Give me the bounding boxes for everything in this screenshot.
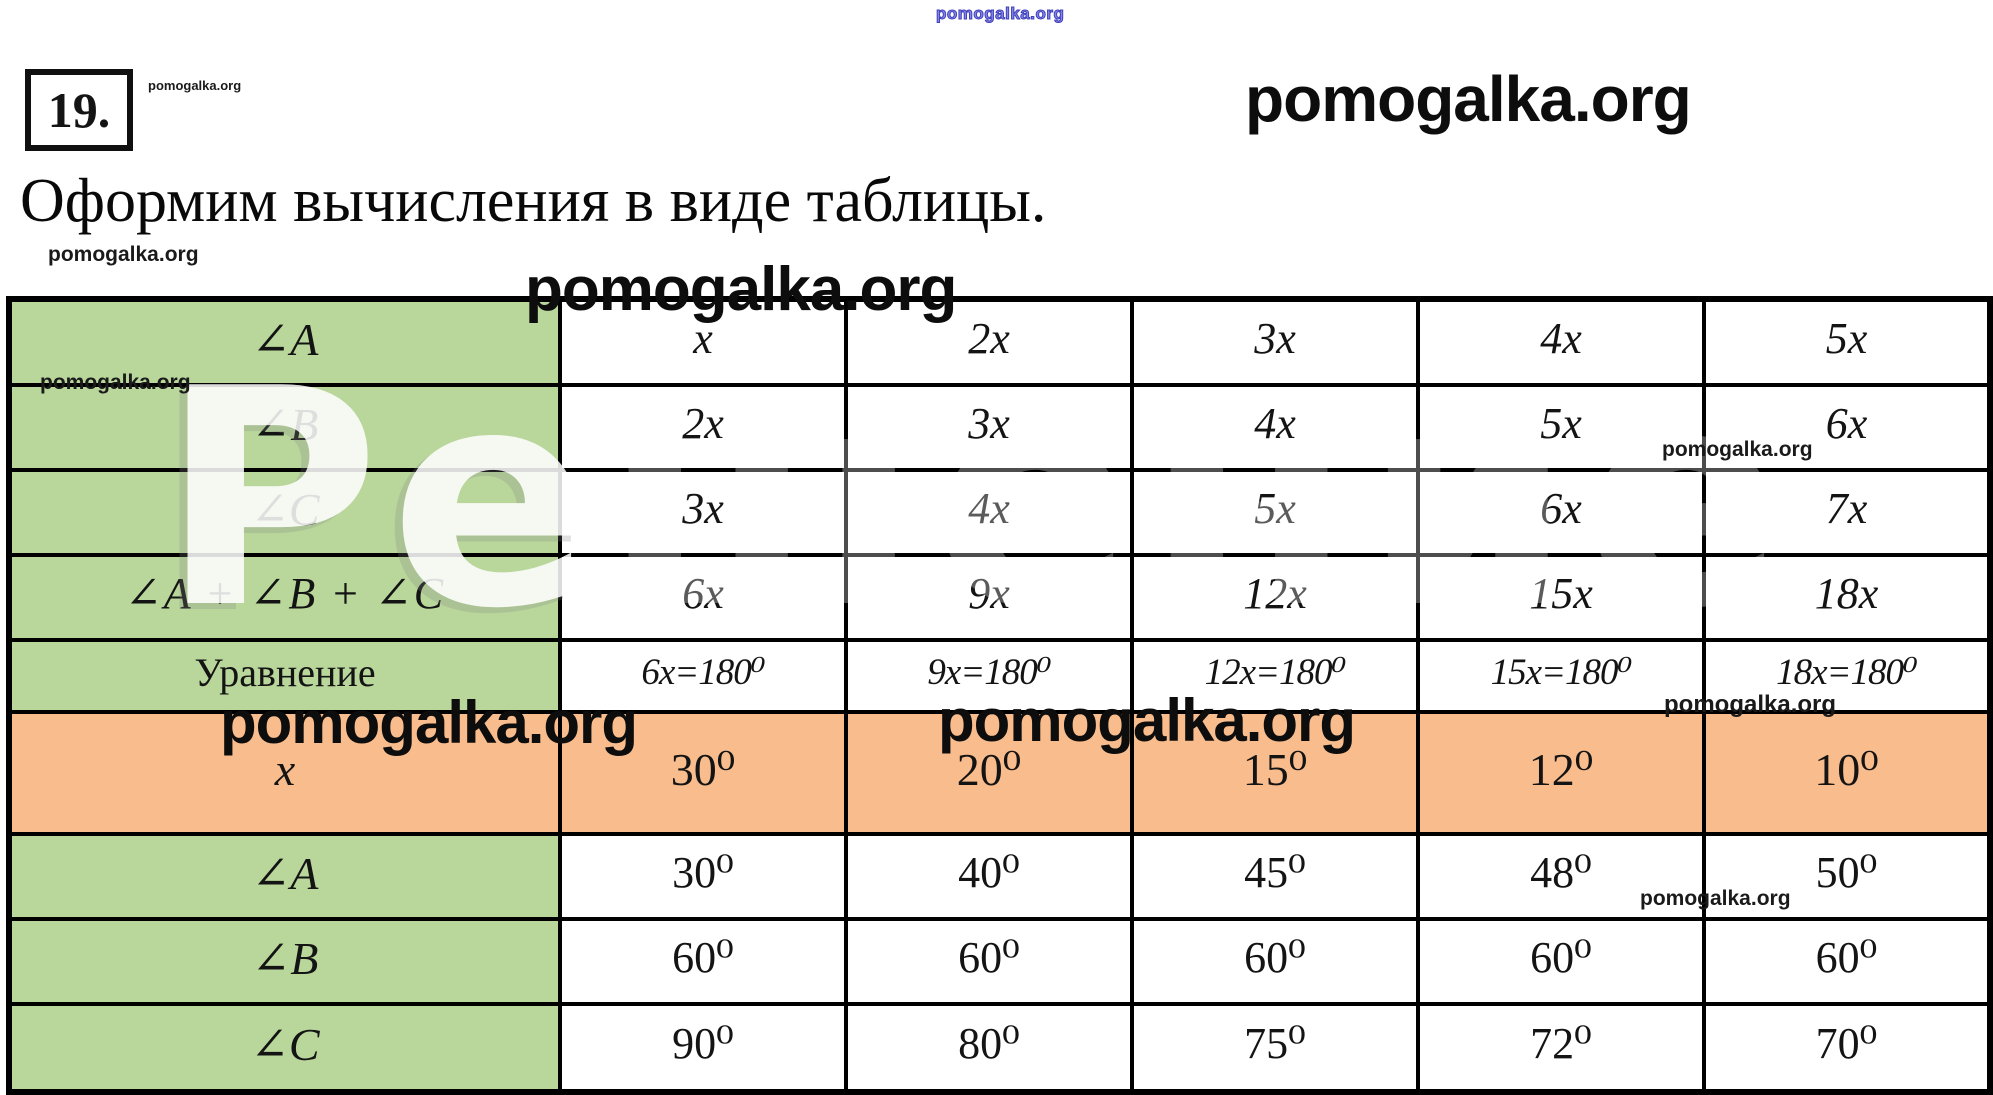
row-header-cell: x [7,710,562,836]
table-cell: 45⁰ [1130,832,1420,921]
table-cell: 90⁰ [558,1002,848,1094]
watermark-right-answers: pomogalka.org [1640,887,1791,910]
watermark-near-number: pomogalka.org [148,78,242,93]
problem-number-box: 19. [25,69,133,151]
table-row-angle-c-answer: ∠C 90⁰ 80⁰ 75⁰ 72⁰ 70⁰ [7,1002,1992,1094]
table-cell: 15⁰ [1130,710,1420,836]
table-cell: 12⁰ [1416,710,1706,836]
row-header-cell: ∠A + ∠B + ∠C [7,553,562,642]
table-cell: 9x=180⁰ [844,638,1134,714]
table-cell: 4x [1130,383,1420,472]
watermark-big-left: pomogalka.org [220,689,638,756]
table-cell: 18x=180⁰ [1702,638,1992,714]
row-header-cell: ∠B [7,383,562,472]
table-cell: 3x [1130,297,1420,387]
table-row-angle-b-answer: ∠B 60⁰ 60⁰ 60⁰ 60⁰ 60⁰ [7,917,1992,1006]
row-header-cell: ∠C [7,1002,562,1094]
table-cell: 48⁰ [1416,832,1706,921]
watermark-right-above-orange: pomogalka.org [1664,691,1837,718]
problem-number: 19. [47,82,111,138]
table-cell: 60⁰ [1416,917,1706,1006]
table-cell: 40⁰ [844,832,1134,921]
table-row-angle-a-answer: ∠A 30⁰ 40⁰ 45⁰ 48⁰ 50⁰ [7,832,1992,921]
table-cell: 5x [1130,468,1420,557]
table-cell: 15x [1416,553,1706,642]
watermark-under-title: pomogalka.org [48,243,199,266]
table-cell: x [558,297,848,387]
table-cell: 72⁰ [1416,1002,1706,1094]
table-cell: 9x [844,553,1134,642]
solution-table-wrapper: ∠A x 2x 3x 4x 5x ∠B 2x 3x 4x 5x 6x ∠C [6,296,1993,1095]
table-row-x-value: x 30⁰ 20⁰ 15⁰ 12⁰ 10⁰ [7,710,1992,836]
table-cell: 20⁰ [844,710,1134,836]
table-cell: 50⁰ [1702,832,1992,921]
row-header-cell: Уравнение [7,638,562,714]
table-cell: 60⁰ [844,917,1134,1006]
page-title: Оформим вычисления в виде таблицы. [20,167,1047,235]
watermark-on-green-column: pomogalka.org [40,371,191,394]
table-cell: 12x [1130,553,1420,642]
watermark-top-blue: pomogalka.org [935,4,1065,24]
table-cell: 30⁰ [558,832,848,921]
table-row-angle-c-expr: ∠C 3x 4x 5x 6x 7x [7,468,1992,557]
row-header-cell: ∠A [7,297,562,387]
table-cell: 18x [1702,553,1992,642]
table-cell: 2x [844,297,1134,387]
row-header-cell: ∠C [7,468,562,557]
table-cell: 5x [1416,383,1706,472]
table-cell: 7x [1702,468,1992,557]
table-cell: 6x [1702,383,1992,472]
watermark-big-center: pomogalka.org [938,687,1356,754]
watermark-right-row2: pomogalka.org [1662,438,1813,461]
table-cell: 30⁰ [558,710,848,836]
table-cell: 2x [558,383,848,472]
solution-table: ∠A x 2x 3x 4x 5x ∠B 2x 3x 4x 5x 6x ∠C [6,296,1993,1095]
table-row-angle-b-expr: ∠B 2x 3x 4x 5x 6x [7,383,1992,472]
table-cell: 3x [844,383,1134,472]
table-cell: 4x [844,468,1134,557]
table-row-equation: Уравнение 6x=180⁰ 9x=180⁰ 12x=180⁰ 15x=1… [7,638,1992,714]
table-cell: 60⁰ [1702,917,1992,1006]
table-cell: 3x [558,468,848,557]
table-cell: 15x=180⁰ [1416,638,1706,714]
watermark-top-right: pomogalka.org [1245,63,1692,135]
table-cell: 5x [1702,297,1992,387]
table-cell: 80⁰ [844,1002,1134,1094]
table-row-angle-sum: ∠A + ∠B + ∠C 6x 9x 12x 15x 18x [7,553,1992,642]
row-header-cell: ∠A [7,832,562,921]
table-row-angle-a-expr: ∠A x 2x 3x 4x 5x [7,297,1992,387]
table-cell: 6x [1416,468,1706,557]
row-header-cell: ∠B [7,917,562,1006]
table-cell: 70⁰ [1702,1002,1992,1094]
table-cell: 60⁰ [558,917,848,1006]
table-cell: 75⁰ [1130,1002,1420,1094]
table-cell: 12x=180⁰ [1130,638,1420,714]
table-cell: 6x=180⁰ [558,638,848,714]
table-cell: 4x [1416,297,1706,387]
table-cell: 6x [558,553,848,642]
watermark-above-table: pomogalka.org [525,255,957,324]
table-cell: 60⁰ [1130,917,1420,1006]
table-cell: 10⁰ [1702,710,1992,836]
